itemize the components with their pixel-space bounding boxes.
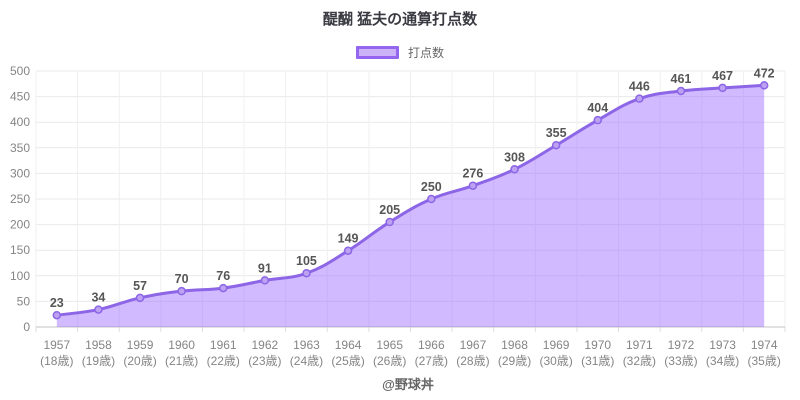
- data-point[interactable]: [676, 86, 686, 96]
- x-tick-label-year: 1970: [584, 338, 611, 352]
- x-tick-label-age: (26歳): [373, 354, 406, 368]
- x-tick-label-year: 1973: [709, 338, 736, 352]
- x-tick-label-year: 1974: [751, 338, 778, 352]
- y-tick-label: 50: [17, 294, 31, 308]
- data-label: 70: [175, 272, 189, 286]
- data-label: 467: [712, 69, 733, 83]
- x-tick-label-age: (31歳): [581, 354, 614, 368]
- x-tick-label-year: 1960: [168, 338, 195, 352]
- x-tick-label-age: (28歳): [456, 354, 489, 368]
- x-tick-label-age: (27歳): [415, 354, 448, 368]
- data-point[interactable]: [94, 305, 103, 314]
- data-label: 105: [296, 254, 317, 268]
- watermark: @野球丼: [382, 377, 434, 392]
- data-point[interactable]: [593, 115, 602, 125]
- data-label: 250: [421, 180, 442, 194]
- data-point[interactable]: [510, 165, 519, 174]
- data-point[interactable]: [385, 217, 394, 227]
- x-tick-label-age: (33歳): [664, 354, 697, 368]
- data-point[interactable]: [759, 81, 769, 90]
- data-label: 446: [629, 80, 650, 94]
- data-point[interactable]: [551, 140, 561, 150]
- x-tick-label-year: 1965: [376, 338, 403, 352]
- data-label: 76: [216, 269, 230, 283]
- x-tick-label-age: (35歳): [748, 354, 781, 368]
- y-tick-label: 500: [10, 64, 30, 78]
- y-tick-label: 350: [10, 141, 30, 155]
- axis-labels: 0 50 100 150 200 250 300 350 400 450 500 1957 (18歳) 1…: [10, 64, 781, 368]
- data-points: 23 34 57 70 76 91 105 149 205 250 276 308 355 404 446 4…: [50, 66, 775, 320]
- legend-swatch-icon: [355, 46, 399, 59]
- data-label: 149: [338, 232, 359, 246]
- x-tick-label-age: (24歳): [290, 354, 323, 368]
- x-tick-label-year: 1964: [335, 338, 362, 352]
- y-tick-label: 150: [10, 243, 30, 257]
- data-label: 461: [671, 72, 692, 86]
- data-point[interactable]: [427, 194, 436, 204]
- x-tick-label-age: (29歳): [498, 354, 531, 368]
- x-tick-label-age: (20歳): [123, 354, 156, 368]
- x-tick-label-age: (34歳): [706, 354, 739, 368]
- data-label: 308: [504, 150, 525, 164]
- data-point[interactable]: [635, 94, 644, 103]
- data-point[interactable]: [260, 276, 270, 285]
- x-tick-label-year: 1969: [543, 338, 570, 352]
- data-point[interactable]: [52, 310, 62, 320]
- data-point[interactable]: [468, 181, 478, 190]
- data-label: 276: [462, 167, 483, 181]
- x-tick-label-year: 1957: [43, 338, 70, 352]
- data-label: 355: [546, 126, 567, 140]
- x-tick-label-year: 1972: [668, 338, 695, 352]
- x-tick-label-year: 1959: [127, 338, 154, 352]
- data-point[interactable]: [718, 83, 727, 93]
- data-point[interactable]: [343, 246, 353, 255]
- data-label: 404: [587, 101, 608, 115]
- x-tick-label-year: 1966: [418, 338, 445, 352]
- y-tick-label: 450: [10, 90, 30, 104]
- data-label: 23: [50, 296, 64, 310]
- x-tick-label-age: (19歳): [82, 354, 115, 368]
- data-label: 34: [91, 291, 105, 305]
- x-tick-label-year: 1962: [252, 338, 279, 352]
- x-tick-label-age: (32歳): [623, 354, 656, 368]
- legend-item[interactable]: 打点数: [0, 44, 800, 61]
- data-label: 91: [258, 261, 272, 275]
- data-label: 472: [754, 66, 775, 80]
- legend-label: 打点数: [407, 46, 444, 60]
- data-point[interactable]: [135, 293, 145, 303]
- x-tick-label-age: (22歳): [207, 354, 240, 368]
- y-tick-label: 0: [23, 320, 30, 334]
- x-tick-label-year: 1958: [85, 338, 112, 352]
- x-tick-label-year: 1963: [293, 338, 320, 352]
- data-label: 57: [133, 279, 147, 293]
- y-tick-label: 100: [10, 269, 30, 283]
- x-tick-label-age: (30歳): [539, 354, 572, 368]
- gridlines: [35, 70, 786, 332]
- data-point[interactable]: [302, 268, 311, 278]
- y-tick-label: 400: [10, 115, 30, 129]
- y-tick-label: 250: [10, 192, 30, 206]
- x-tick-label-age: (18歳): [40, 354, 73, 368]
- y-tick-label: 300: [10, 166, 30, 180]
- area-fill: [56, 85, 765, 327]
- y-tick-label: 200: [10, 218, 30, 232]
- data-point[interactable]: [177, 286, 186, 296]
- x-tick-label-year: 1971: [626, 338, 653, 352]
- x-tick-label-year: 1968: [501, 338, 528, 352]
- x-tick-label-age: (23歳): [248, 354, 281, 368]
- x-tick-label-age: (25歳): [331, 354, 364, 368]
- data-label: 205: [379, 203, 400, 217]
- chart-title: 醍醐 猛夫の通算打点数: [322, 11, 478, 28]
- data-point[interactable]: [219, 283, 228, 293]
- x-tick-label-year: 1967: [460, 338, 487, 352]
- x-tick-label-age: (21歳): [165, 354, 198, 368]
- x-tick-label-year: 1961: [210, 338, 237, 352]
